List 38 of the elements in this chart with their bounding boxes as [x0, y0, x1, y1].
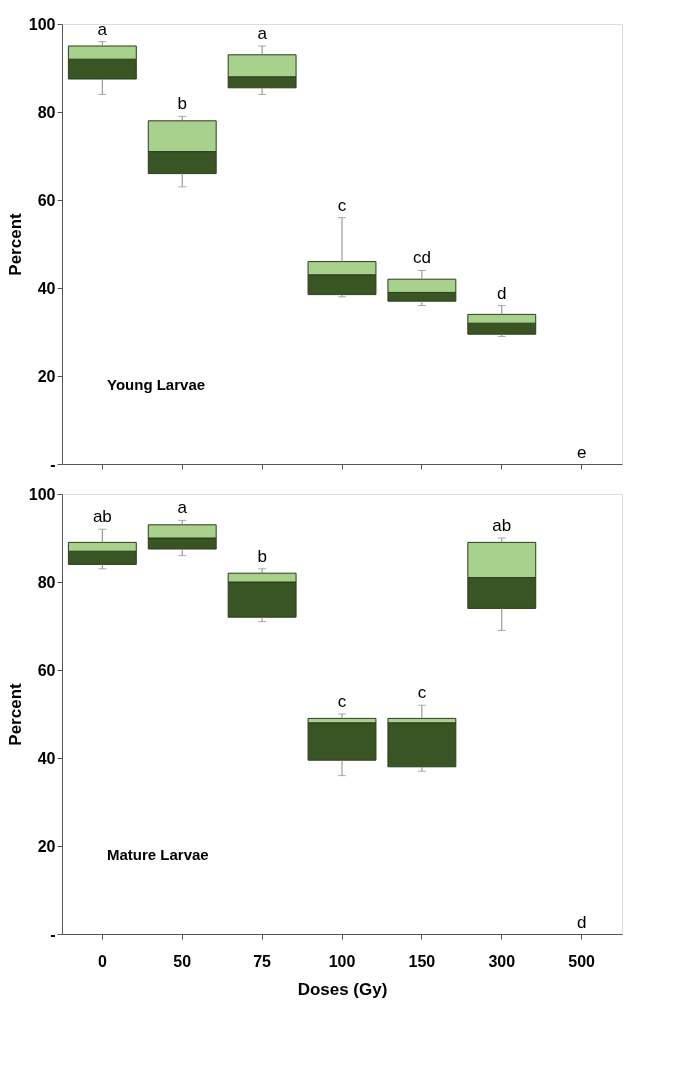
x-tick-label: 50 — [173, 952, 192, 970]
annotation: Young Larvae — [107, 375, 206, 393]
y-tick-label: 20 — [37, 367, 56, 385]
y-tick-label: 100 — [28, 485, 56, 503]
y-tick-label: 100 — [28, 15, 56, 33]
annotation: d — [576, 913, 587, 932]
annotation: b — [257, 546, 267, 566]
y-axis-title: Percent — [5, 212, 25, 276]
y-tick-label: 80 — [37, 103, 56, 121]
y-tick-label: - — [50, 925, 56, 943]
y-axis-title: Percent — [5, 682, 25, 746]
x-tick-label: 150 — [408, 952, 436, 970]
annotation: a — [257, 24, 268, 43]
annotation: a — [177, 498, 188, 518]
x-tick-label: 500 — [568, 952, 596, 970]
y-tick-label: - — [50, 455, 56, 473]
annotation: cd — [412, 248, 431, 268]
x-axis-title: Doses (Gy) — [297, 979, 388, 999]
annotation: b — [177, 94, 187, 114]
annotation: Mature Larvae — [107, 845, 209, 863]
y-tick-label: 80 — [37, 573, 56, 591]
annotation: c — [337, 195, 347, 215]
x-tick-label: 75 — [253, 952, 272, 970]
annotation: e — [576, 443, 587, 462]
annotation: ab — [492, 516, 512, 535]
annotation: d — [497, 283, 507, 303]
annotation: c — [337, 692, 347, 711]
annotation: c — [417, 683, 427, 703]
y-tick-label: 40 — [37, 749, 56, 767]
y-tick-label: 60 — [37, 661, 56, 679]
annotation: ab — [92, 507, 112, 527]
y-tick-label: 60 — [37, 191, 56, 209]
x-tick-label: 100 — [328, 952, 356, 970]
x-tick-label: 300 — [488, 952, 516, 970]
y-tick-label: 40 — [37, 279, 56, 297]
annotation: a — [97, 19, 108, 39]
y-tick-label: 20 — [37, 837, 56, 855]
x-tick-label: 0 — [97, 952, 107, 970]
